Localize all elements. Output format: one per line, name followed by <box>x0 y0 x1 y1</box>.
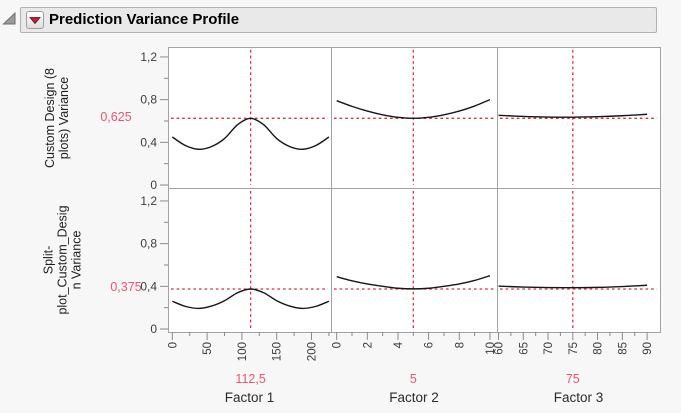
x-axis-tick-label: 65 <box>518 342 530 355</box>
page-title: Prediction Variance Profile <box>49 11 240 28</box>
y-axis-tick-label: 1,2 <box>140 50 157 64</box>
x-axis-tick-label: 80 <box>593 342 605 355</box>
y-axis-tick-label: 0,4 <box>140 279 157 293</box>
x-axis-tick-label: 75 <box>568 342 580 355</box>
y-axis-tick-label: 0 <box>150 322 157 336</box>
factor-current-value[interactable]: 5 <box>410 372 417 386</box>
x-axis-tick-label: 0 <box>332 342 344 348</box>
red-triangle-icon <box>29 16 41 24</box>
x-axis-tick-label: 85 <box>617 342 629 355</box>
current-variance-value-row1[interactable]: 0,625 <box>100 110 132 124</box>
x-axis-tick-label: 50 <box>202 342 214 355</box>
x-axis-tick-label: 2 <box>362 342 374 348</box>
y-axis-tick-label: 0 <box>150 178 157 192</box>
y-axis-tick-label: 0,8 <box>140 237 157 251</box>
factor-axis-label: Factor 3 <box>554 390 604 405</box>
x-axis-tick-label: 100 <box>237 342 249 361</box>
factor-current-value[interactable]: 75 <box>566 372 580 386</box>
y-axis-tick-label: 0,8 <box>140 93 157 107</box>
x-axis-tick-label: 0 <box>167 342 179 348</box>
outline-header-bar[interactable]: Prediction Variance Profile <box>20 7 657 33</box>
prediction-variance-curve[interactable] <box>171 117 330 150</box>
x-axis-tick-label: 10 <box>485 342 497 355</box>
x-axis-tick-label: 60 <box>493 342 505 355</box>
current-variance-value-row2[interactable]: 0,375 <box>110 280 142 294</box>
plot-cell[interactable] <box>497 188 661 333</box>
prediction-variance-curve[interactable] <box>498 284 648 289</box>
plot-cell[interactable] <box>331 188 498 333</box>
prediction-variance-curve[interactable] <box>336 274 491 290</box>
factor-current-value[interactable]: 112,5 <box>235 372 265 386</box>
y-axis-tick-label: 1,2 <box>140 194 157 208</box>
x-axis-tick-label: 8 <box>454 342 466 348</box>
factor-axis-label: Factor 2 <box>389 390 439 405</box>
factor-axis-label: Factor 1 <box>225 390 275 405</box>
x-axis-tick-label: 150 <box>272 342 284 361</box>
y-axis-tick-label: 0,4 <box>140 135 157 149</box>
prediction-variance-curve[interactable] <box>498 113 648 118</box>
x-axis-tick-label: 4 <box>393 341 405 348</box>
x-axis-tick-label: 70 <box>543 342 555 355</box>
prediction-variance-curve[interactable] <box>172 288 330 310</box>
disclosure-triangle-icon[interactable] <box>2 11 18 27</box>
prediction-variance-curve[interactable] <box>336 98 491 120</box>
red-triangle-menu-button[interactable] <box>26 11 44 29</box>
x-axis-tick-label: 90 <box>642 342 654 355</box>
x-axis-tick-label: 6 <box>424 342 436 348</box>
x-axis-tick-label: 200 <box>307 342 319 361</box>
